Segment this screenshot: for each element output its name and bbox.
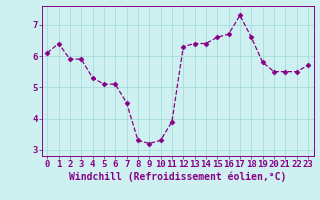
X-axis label: Windchill (Refroidissement éolien,°C): Windchill (Refroidissement éolien,°C) — [69, 172, 286, 182]
